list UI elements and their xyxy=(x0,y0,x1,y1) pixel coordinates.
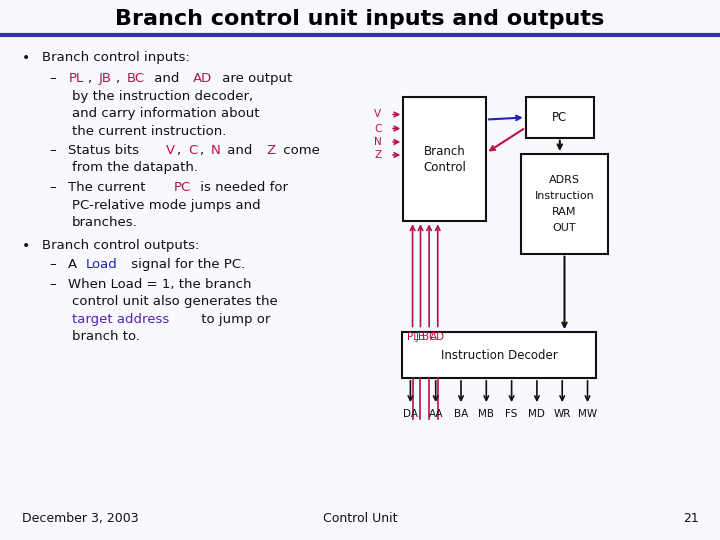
Text: Load: Load xyxy=(86,258,117,271)
Text: to jump or: to jump or xyxy=(197,313,271,326)
Text: Z: Z xyxy=(374,150,382,160)
Text: and carry information about: and carry information about xyxy=(72,107,259,120)
Bar xyxy=(403,97,486,221)
Text: ADRS: ADRS xyxy=(549,174,580,185)
Text: December 3, 2003: December 3, 2003 xyxy=(22,512,138,525)
Text: Branch control outputs:: Branch control outputs: xyxy=(42,239,199,252)
Text: Instruction Decoder: Instruction Decoder xyxy=(441,348,557,362)
Text: JB: JB xyxy=(415,332,426,342)
Text: WR: WR xyxy=(554,409,571,420)
Text: ,: , xyxy=(116,72,124,85)
Text: branch to.: branch to. xyxy=(72,330,140,343)
Text: –: – xyxy=(49,144,55,157)
Text: OUT: OUT xyxy=(553,223,576,233)
Text: are output: are output xyxy=(218,72,292,85)
Text: FS: FS xyxy=(505,409,518,420)
Bar xyxy=(526,97,594,138)
Text: V: V xyxy=(374,110,382,119)
Text: PC: PC xyxy=(552,111,567,124)
Text: PL: PL xyxy=(407,332,418,342)
Text: BA: BA xyxy=(454,409,468,420)
Text: AD: AD xyxy=(193,72,212,85)
Text: come: come xyxy=(279,144,320,157)
Text: •: • xyxy=(22,51,30,65)
Text: branches.: branches. xyxy=(72,216,138,229)
Text: –: – xyxy=(49,278,55,291)
Text: –: – xyxy=(49,72,55,85)
Text: ,: , xyxy=(88,72,96,85)
Text: PC: PC xyxy=(174,181,191,194)
Text: BC: BC xyxy=(127,72,145,85)
Text: PL: PL xyxy=(68,72,84,85)
Text: Branch control inputs:: Branch control inputs: xyxy=(42,51,189,64)
Text: from the datapath.: from the datapath. xyxy=(72,161,198,174)
Bar xyxy=(521,154,608,254)
Text: Control Unit: Control Unit xyxy=(323,512,397,525)
Text: target address: target address xyxy=(72,313,169,326)
Text: The current: The current xyxy=(68,181,150,194)
Text: JB: JB xyxy=(99,72,112,85)
Text: C: C xyxy=(374,124,382,133)
Text: and: and xyxy=(223,144,257,157)
Text: –: – xyxy=(49,181,55,194)
Text: AA: AA xyxy=(428,409,443,420)
Text: MD: MD xyxy=(528,409,545,420)
Text: Status bits: Status bits xyxy=(68,144,144,157)
Text: Z: Z xyxy=(267,144,276,157)
Text: ,: , xyxy=(177,144,186,157)
Text: RAM: RAM xyxy=(552,207,577,217)
Text: Branch: Branch xyxy=(424,145,465,158)
Text: N: N xyxy=(374,137,382,147)
Text: and: and xyxy=(150,72,184,85)
Text: Control: Control xyxy=(423,161,466,174)
Text: Branch control unit inputs and outputs: Branch control unit inputs and outputs xyxy=(115,9,605,29)
Text: the current instruction.: the current instruction. xyxy=(72,125,226,138)
Text: BC: BC xyxy=(422,332,436,342)
Text: When Load = 1, the branch: When Load = 1, the branch xyxy=(68,278,252,291)
Text: –: – xyxy=(49,258,55,271)
Text: DA: DA xyxy=(403,409,418,420)
Text: V: V xyxy=(166,144,175,157)
Text: AD: AD xyxy=(430,332,446,342)
Text: C: C xyxy=(188,144,197,157)
Text: control unit also generates the: control unit also generates the xyxy=(72,295,278,308)
Text: MW: MW xyxy=(578,409,597,420)
Text: PC-relative mode jumps and: PC-relative mode jumps and xyxy=(72,199,261,212)
Text: •: • xyxy=(22,239,30,253)
Text: ,: , xyxy=(200,144,208,157)
Text: MB: MB xyxy=(478,409,495,420)
Text: 21: 21 xyxy=(683,512,698,525)
Bar xyxy=(402,332,596,378)
Text: Instruction: Instruction xyxy=(535,191,594,201)
Text: N: N xyxy=(211,144,220,157)
Text: A: A xyxy=(68,258,82,271)
Text: signal for the PC.: signal for the PC. xyxy=(127,258,245,271)
Text: by the instruction decoder,: by the instruction decoder, xyxy=(72,90,253,103)
Text: is needed for: is needed for xyxy=(196,181,288,194)
